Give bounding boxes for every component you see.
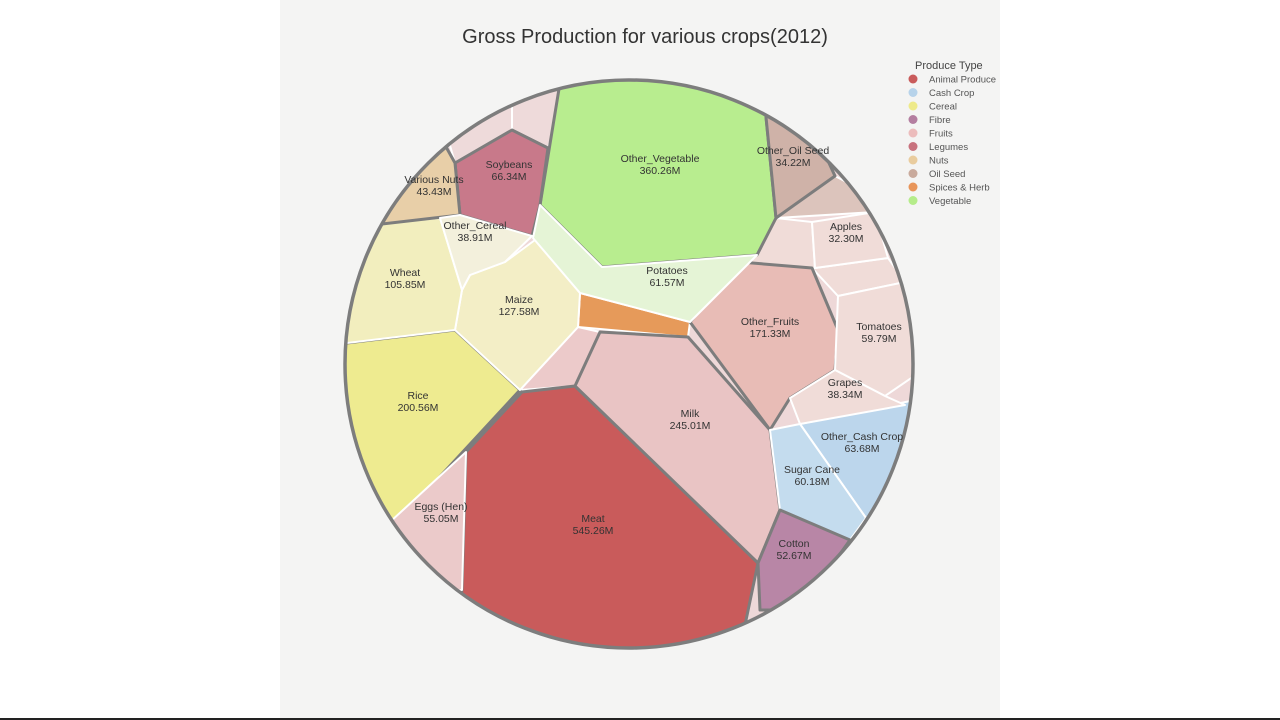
legend-item-cash-crop[interactable]: Cash Crop bbox=[929, 88, 974, 99]
legend-swatch-oil-seed bbox=[908, 169, 918, 178]
legend-swatch-nuts bbox=[908, 155, 918, 165]
legend-item-legumes[interactable]: Legumes bbox=[929, 142, 968, 153]
cell-label: Milk bbox=[681, 408, 700, 420]
cell-value: 360.26M bbox=[640, 165, 681, 177]
cell-apples[interactable] bbox=[811, 211, 889, 269]
cell-label: Maize bbox=[505, 294, 533, 306]
cell-value: 43.43M bbox=[416, 186, 451, 198]
cell-value: 171.33M bbox=[750, 328, 791, 340]
legend-swatch-cereal bbox=[908, 101, 918, 111]
cell-value: 545.26M bbox=[573, 525, 614, 537]
cell-label: Eggs (Hen) bbox=[414, 501, 467, 513]
cell-value: 245.01M bbox=[670, 420, 711, 432]
cell-value: 200.56M bbox=[398, 402, 439, 414]
legend-swatch-fruits bbox=[908, 128, 918, 138]
cell-grapes[interactable] bbox=[789, 369, 906, 425]
cell-value: 59.79M bbox=[861, 333, 896, 345]
cell-sugar-cane[interactable] bbox=[769, 423, 867, 541]
cell-value: 66.34M bbox=[491, 171, 526, 183]
cell-value: 127.58M bbox=[499, 306, 540, 318]
cell-various-nuts[interactable] bbox=[363, 116, 462, 228]
cell-label: Soybeans bbox=[486, 159, 533, 171]
legend-swatch-vegetable bbox=[908, 196, 918, 205]
legend-item-oil-seed[interactable]: Oil Seed bbox=[929, 169, 965, 180]
cell-label: Rice bbox=[407, 390, 428, 402]
cell-potatoes[interactable] bbox=[532, 204, 758, 323]
legend-swatch-fibre bbox=[908, 115, 918, 124]
cell-label: Other_Fruits bbox=[741, 316, 799, 328]
cell-label: Tomatoes bbox=[856, 321, 902, 333]
cell-value: 34.22M bbox=[775, 157, 810, 169]
legend-item-fruits[interactable]: Fruits bbox=[929, 129, 953, 140]
cell-value: 38.34M bbox=[827, 389, 862, 401]
cell-label: Other_Vegetable bbox=[621, 153, 700, 165]
cell-label: Potatoes bbox=[646, 265, 687, 277]
window-bottom-edge bbox=[0, 718, 1280, 720]
cell-value: 38.91M bbox=[457, 232, 492, 244]
legend-item-fibre[interactable]: Fibre bbox=[929, 115, 951, 126]
cell-label: Sugar Cane bbox=[784, 464, 840, 476]
cell-label: Grapes bbox=[828, 377, 862, 389]
cell-value: 61.57M bbox=[649, 277, 684, 289]
cell-tomatoes[interactable] bbox=[834, 281, 920, 397]
cell-value: 55.05M bbox=[423, 513, 458, 525]
cell-value: 32.30M bbox=[828, 233, 863, 245]
cell-value: 52.67M bbox=[776, 550, 811, 562]
cell-label: Other_Oil Seed bbox=[757, 145, 830, 157]
legend-swatch-animal-produce bbox=[908, 74, 918, 84]
legend-swatch-legumes bbox=[908, 142, 918, 151]
legend-item-animal-produce[interactable]: Animal Produce bbox=[929, 75, 996, 86]
legend-swatch-cash-crop bbox=[908, 88, 918, 97]
legend-title: Produce Type bbox=[915, 60, 983, 72]
cell-value: 60.18M bbox=[794, 476, 829, 488]
cell-value: 63.68M bbox=[844, 443, 879, 455]
cell-label: Other_Cash Crop bbox=[821, 431, 903, 443]
cell-label: Cotton bbox=[779, 538, 810, 550]
cell-label: Various Nuts bbox=[404, 174, 463, 186]
treemap-outline bbox=[343, 78, 915, 650]
cell-value: 105.85M bbox=[385, 279, 426, 291]
cell-other-cereal[interactable] bbox=[439, 214, 533, 291]
cell-label: Other_Cereal bbox=[443, 220, 506, 232]
legend-item-spices-herb[interactable]: Spices & Herb bbox=[929, 183, 990, 194]
legend-item-nuts[interactable]: Nuts bbox=[929, 156, 949, 167]
legend-item-vegetable[interactable]: Vegetable bbox=[929, 196, 971, 207]
cell-label: Apples bbox=[830, 221, 862, 233]
chart-title: Gross Production for various crops(2012) bbox=[462, 26, 828, 48]
legend-swatch-spices-herb bbox=[908, 182, 918, 192]
cell-label: Meat bbox=[581, 513, 604, 525]
cell-label: Wheat bbox=[390, 267, 420, 279]
legend-item-cereal[interactable]: Cereal bbox=[929, 102, 957, 113]
